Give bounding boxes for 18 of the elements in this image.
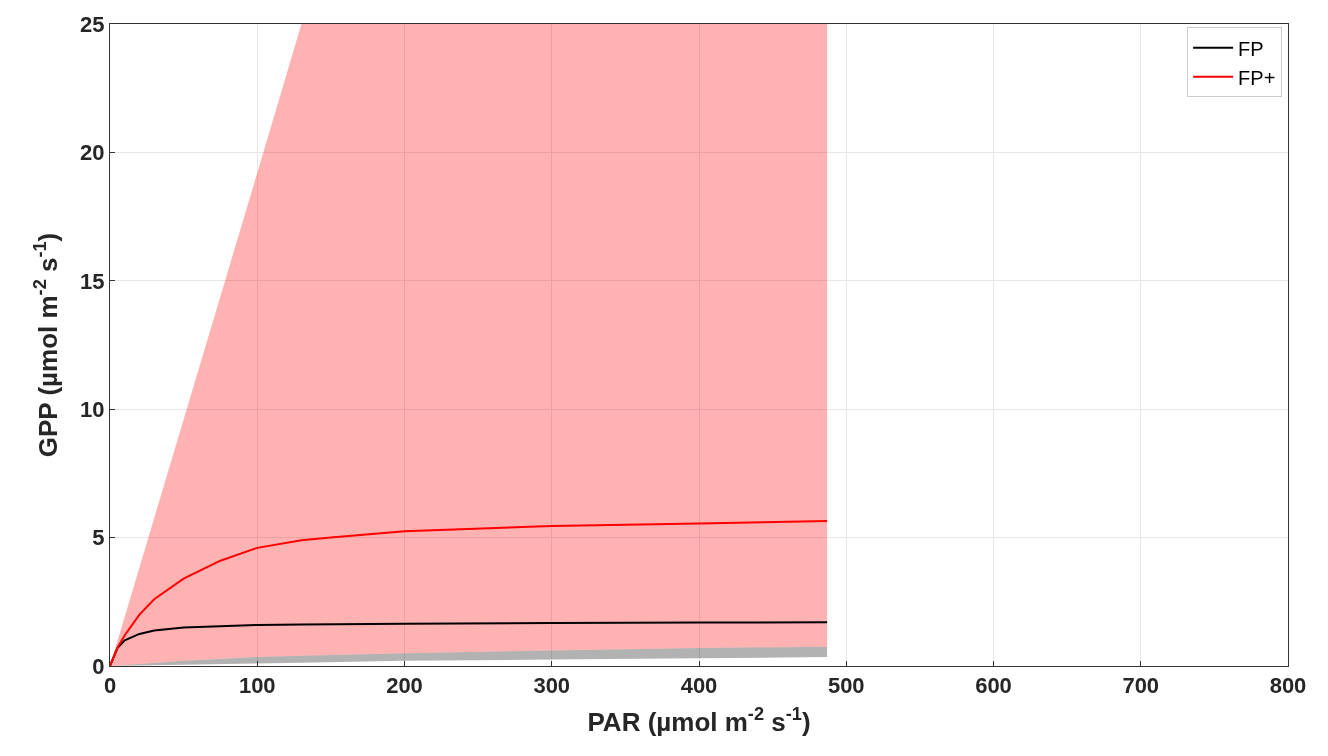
line-series (110, 519, 829, 666)
x-tick-label: 400 (680, 673, 718, 699)
y-tick-label: 10 (80, 396, 105, 422)
legend-label: FP+ (1238, 66, 1276, 89)
x-tick-label: 800 (1269, 673, 1307, 699)
legend-label: FP (1238, 37, 1264, 60)
x-tick-label: 500 (827, 673, 865, 699)
x-axis-title: PAR (µmol m$^{-2}$ s$^{-1}$) (587, 704, 811, 738)
y-tick-label: 20 (80, 140, 105, 166)
x-tick-label: 200 (386, 673, 423, 699)
y-tick-label: 0 (92, 653, 105, 679)
x-tick-label: 700 (1122, 673, 1160, 699)
y-tick-label: 5 (92, 525, 105, 551)
x-tick-label: 300 (533, 673, 571, 699)
y-tick-label: 15 (80, 268, 105, 294)
y-tick-label: 25 (80, 11, 105, 37)
x-tick-label: 600 (975, 673, 1012, 699)
x-tick-label: 100 (238, 673, 276, 699)
